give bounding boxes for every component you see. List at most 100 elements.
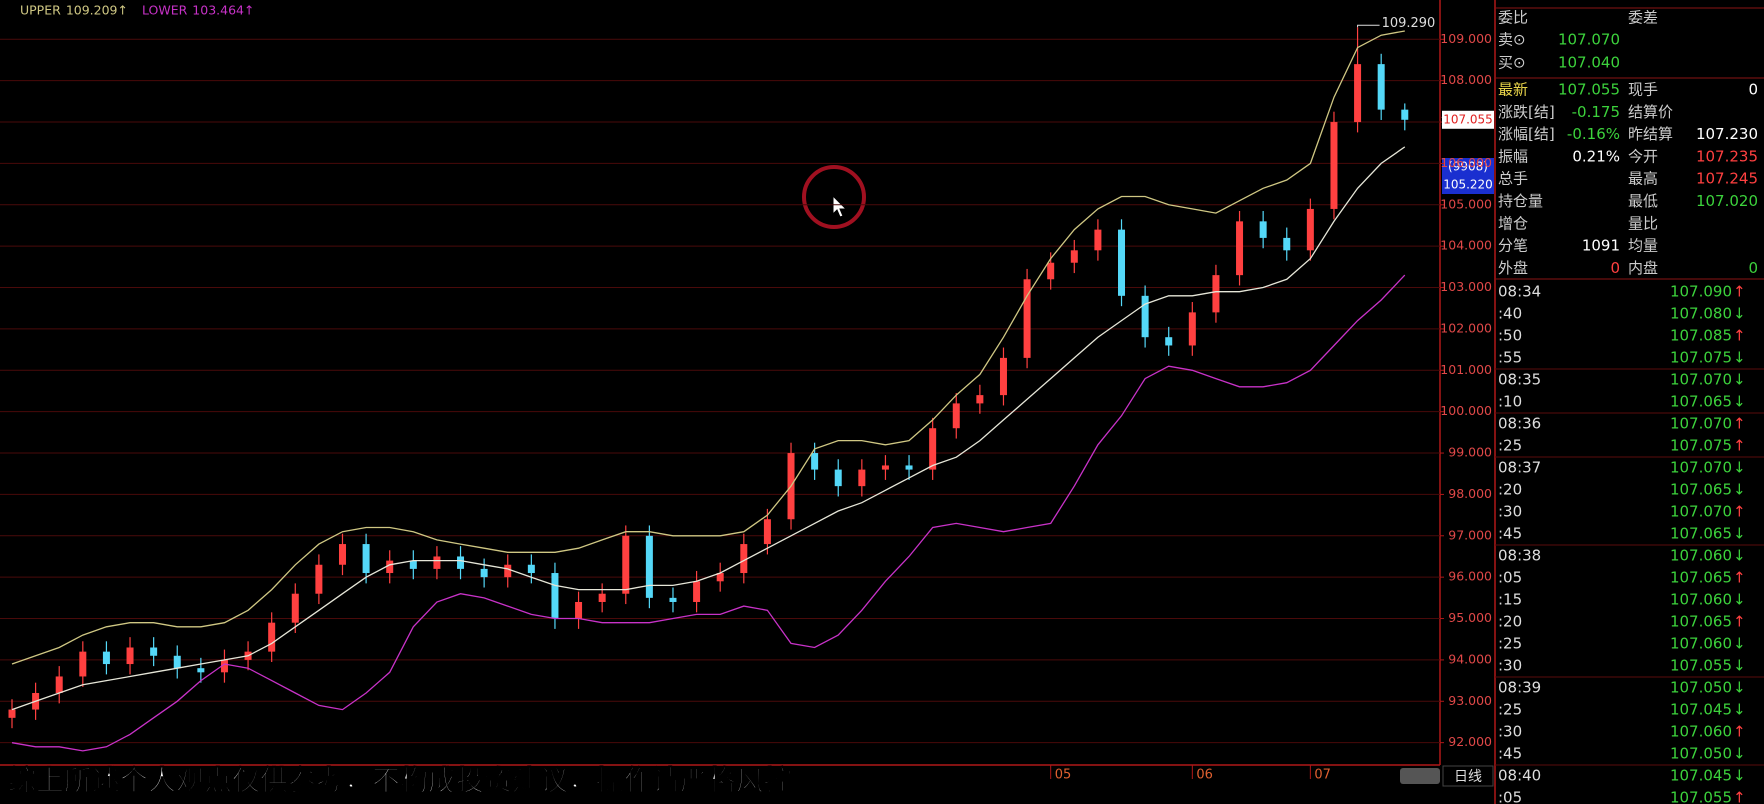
candle-body [1118, 229, 1126, 296]
tick-time: :20 [1498, 481, 1522, 499]
tick-time: :50 [1498, 327, 1522, 345]
quote-value: 107.245 [1696, 170, 1758, 188]
y-tick-label: 108.000 [1440, 72, 1492, 87]
tick-time: :25 [1498, 701, 1522, 719]
tick-price: 107.060 [1670, 591, 1732, 609]
candle-body [1283, 237, 1291, 251]
candle-body [1401, 109, 1409, 120]
quote-label: 涨跌[结] [1498, 103, 1555, 121]
tick-price: 107.070 [1670, 371, 1732, 389]
tick-time: :10 [1498, 393, 1522, 411]
tick-price: 107.060 [1670, 547, 1732, 565]
band-line [11, 30, 1405, 665]
tick-arrow: ↑ [1733, 415, 1746, 433]
tick-price: 107.080 [1670, 305, 1732, 323]
quote-value: 107.020 [1696, 192, 1758, 210]
candle-body [8, 709, 16, 718]
candle-body [291, 593, 299, 623]
quote-value: -0.16% [1567, 125, 1620, 143]
candle-body [929, 428, 937, 470]
tick-time: :25 [1498, 635, 1522, 653]
candle-body [480, 568, 488, 578]
tick-price: 107.065 [1670, 481, 1732, 499]
candle-body [197, 668, 205, 673]
candle-body [1165, 337, 1173, 346]
y-tick-label: 109.000 [1440, 31, 1492, 46]
y-tick-label: 104.000 [1440, 238, 1492, 253]
tick-time: 08:37 [1498, 459, 1541, 477]
candle-body [1070, 250, 1078, 263]
candle-body [952, 403, 960, 429]
quote-label: 委比 [1498, 9, 1528, 27]
high-marker-line [1357, 24, 1380, 28]
tick-price: 107.085 [1670, 327, 1732, 345]
band-line [11, 274, 1406, 752]
tick-price: 107.070 [1670, 503, 1732, 521]
tick-arrow: ↑ [1733, 503, 1746, 521]
y-tick-label: 96.000 [1448, 569, 1492, 584]
tick-time: :05 [1498, 569, 1522, 587]
tick-price: 107.055 [1670, 657, 1732, 675]
candle-body [1306, 208, 1314, 251]
candle-body [999, 357, 1007, 396]
candle-body [102, 651, 110, 665]
candle-body [55, 676, 63, 694]
candle-body [905, 465, 913, 470]
period-button[interactable] [1442, 765, 1494, 787]
tick-arrow: ↓ [1733, 701, 1746, 719]
tick-time: 08:35 [1498, 371, 1541, 389]
tick-arrow: ↓ [1733, 371, 1746, 389]
legend-name: LOWER [142, 3, 188, 18]
candle-body [598, 593, 606, 602]
tick-time: :45 [1498, 525, 1522, 543]
candle-body [669, 597, 677, 602]
y-tick-label: 95.000 [1448, 610, 1492, 625]
tick-time: :05 [1498, 789, 1522, 804]
candle-body [362, 544, 370, 574]
quote-label: 均量 [1628, 237, 1658, 255]
quote-label: 结算价 [1628, 103, 1673, 121]
y-tick-label: 103.000 [1440, 279, 1492, 294]
quote-value: 107.230 [1696, 125, 1758, 143]
candle-body [693, 581, 701, 602]
tick-price: 107.050 [1670, 745, 1732, 763]
quote-label: 外盘 [1498, 259, 1528, 277]
tick-arrow: ↓ [1733, 679, 1746, 697]
quote-label: 现手 [1628, 81, 1658, 99]
tick-time: 08:36 [1498, 415, 1541, 433]
quote-label: 卖⊙ [1498, 31, 1526, 49]
cursor-highlight [802, 165, 866, 229]
quote-label: 最新 [1498, 81, 1528, 99]
tick-price: 107.060 [1670, 635, 1732, 653]
quote-label: 分笔 [1498, 237, 1528, 255]
candle-body [457, 556, 465, 569]
quote-label: 今开 [1628, 147, 1658, 165]
candle-body [173, 655, 181, 669]
quote-value: 0.21% [1572, 147, 1620, 165]
tick-time: :15 [1498, 591, 1522, 609]
quote-label: 涨幅[结] [1498, 125, 1555, 143]
tick-arrow: ↓ [1733, 305, 1746, 323]
candle-body [527, 564, 535, 574]
y-tick-label: 100.000 [1440, 403, 1492, 418]
candle-body [386, 560, 394, 574]
tick-arrow: ↑ [1733, 789, 1746, 804]
candle-body [1212, 275, 1220, 313]
candle-body [1377, 64, 1385, 110]
tick-arrow: ↓ [1733, 459, 1746, 477]
quote-value: 1091 [1582, 237, 1620, 255]
legend-value: 103.464↑ [192, 3, 254, 18]
tick-price: 107.055 [1670, 789, 1732, 804]
candle-body [1047, 262, 1055, 280]
tick-time: :25 [1498, 437, 1522, 455]
candle-body [551, 573, 559, 619]
last-price-label: 107.055 [1443, 112, 1493, 126]
candle-body [126, 647, 134, 665]
period-button-label: 日线 [1454, 769, 1482, 785]
tick-arrow: ↓ [1733, 767, 1746, 785]
tick-time: 08:40 [1498, 767, 1541, 785]
scrollbar[interactable] [1400, 768, 1440, 784]
y-tick-label: 92.000 [1448, 734, 1492, 749]
tick-time: :30 [1498, 723, 1522, 741]
tick-arrow: ↑ [1733, 723, 1746, 741]
